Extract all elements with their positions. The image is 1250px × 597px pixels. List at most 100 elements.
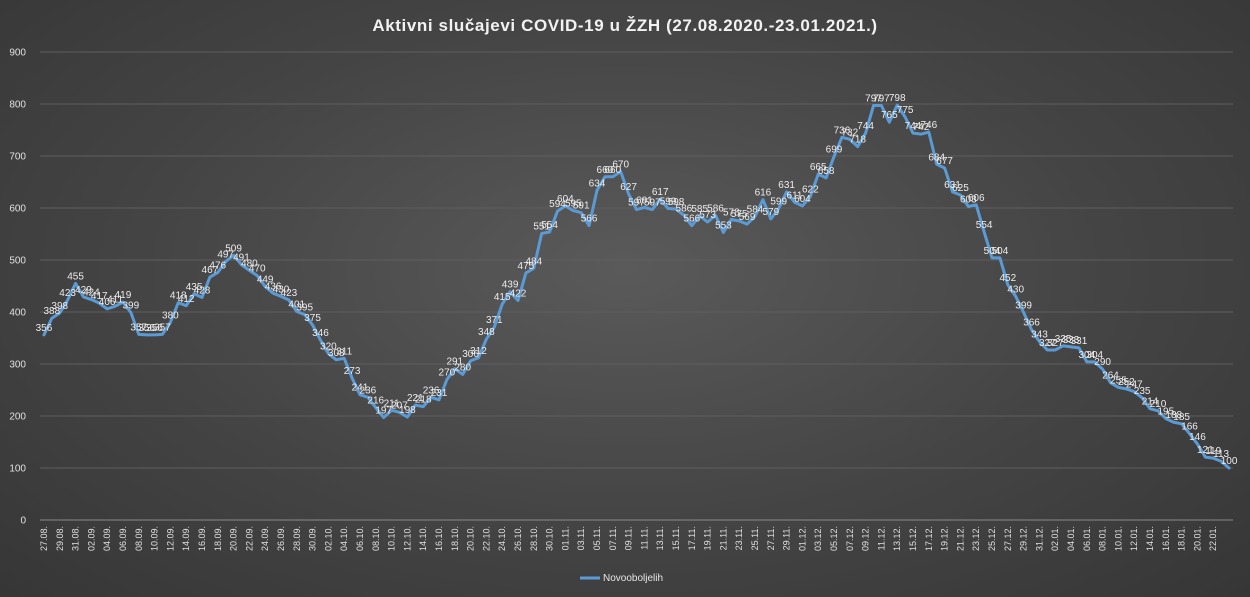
x-tick-label: 26.09. bbox=[276, 526, 286, 551]
data-label: 597 bbox=[628, 198, 645, 209]
data-point bbox=[722, 231, 725, 234]
data-point bbox=[438, 399, 440, 401]
data-point bbox=[280, 295, 282, 298]
data-point bbox=[564, 205, 567, 207]
data-point bbox=[1062, 345, 1064, 347]
data-label: 218 bbox=[415, 395, 432, 406]
data-label: 308 bbox=[328, 348, 345, 359]
data-point bbox=[856, 145, 859, 148]
y-axis: 0 100 200 300 400 500 600 700 800 900 bbox=[9, 48, 26, 527]
data-label: 566 bbox=[683, 214, 700, 225]
data-label: 306 bbox=[462, 349, 479, 360]
data-label: 195 bbox=[1158, 407, 1175, 418]
data-label: 594 bbox=[549, 199, 566, 210]
data-label: 622 bbox=[802, 185, 819, 196]
x-axis: 27.08. 29.08. 31.08. 02.09. 04.09. 06.09. 08.0… bbox=[39, 526, 1218, 551]
data-point bbox=[548, 231, 551, 233]
data-point bbox=[698, 215, 701, 217]
x-tick-label: 29.08. bbox=[55, 526, 65, 551]
data-point bbox=[374, 406, 377, 409]
data-point bbox=[1228, 467, 1230, 469]
data-label: 417 bbox=[91, 291, 108, 302]
data-label: 412 bbox=[178, 294, 195, 305]
x-tick-label: 14.10. bbox=[418, 526, 428, 551]
x-tick-label: 12.09. bbox=[165, 526, 175, 551]
x-tick-label: 28.09. bbox=[292, 526, 302, 551]
data-label: 797 bbox=[873, 94, 890, 105]
data-label: 670 bbox=[612, 160, 629, 171]
data-point bbox=[991, 257, 993, 259]
data-label: 395 bbox=[296, 303, 313, 314]
data-point bbox=[74, 282, 77, 285]
data-label: 255 bbox=[1110, 375, 1127, 386]
data-point bbox=[596, 189, 598, 192]
data-point bbox=[864, 132, 867, 134]
x-tick-label: 20.09. bbox=[229, 526, 239, 551]
data-label: 146 bbox=[1189, 432, 1206, 443]
data-label: 775 bbox=[897, 105, 914, 116]
x-tick-label: 04.10. bbox=[339, 526, 349, 551]
data-label: 467 bbox=[202, 265, 219, 276]
data-label: 484 bbox=[525, 256, 542, 267]
data-point bbox=[888, 121, 891, 123]
data-label: 660 bbox=[604, 165, 621, 176]
x-tick-label: 11.12. bbox=[876, 526, 886, 550]
data-point bbox=[1086, 361, 1088, 363]
data-point bbox=[959, 194, 962, 196]
data-label: 736 bbox=[834, 125, 851, 136]
x-tick-label: 09.12. bbox=[861, 526, 871, 551]
data-point bbox=[777, 207, 780, 210]
data-label: 356 bbox=[138, 323, 155, 334]
data-point bbox=[1038, 340, 1041, 343]
x-tick-label: 14.09. bbox=[181, 526, 191, 551]
data-label: 798 bbox=[889, 93, 906, 104]
data-point bbox=[1188, 432, 1191, 435]
data-label: 742 bbox=[913, 122, 930, 133]
x-tick-label: 02.10. bbox=[323, 526, 333, 551]
data-point bbox=[66, 299, 69, 301]
x-tick-label: 25.12. bbox=[987, 526, 997, 551]
data-point bbox=[580, 211, 582, 214]
data-point bbox=[1149, 407, 1151, 410]
data-label: 573 bbox=[699, 210, 716, 221]
data-point bbox=[1204, 456, 1207, 458]
data-point bbox=[501, 303, 503, 306]
data-label: 732 bbox=[841, 127, 858, 138]
data-point bbox=[967, 205, 970, 208]
data-point bbox=[232, 254, 235, 257]
data-point bbox=[256, 274, 259, 277]
data-point bbox=[1046, 349, 1049, 351]
data-point bbox=[912, 132, 914, 134]
data-label: 744 bbox=[905, 121, 922, 132]
data-point bbox=[461, 373, 464, 376]
data-label: 211 bbox=[384, 398, 400, 409]
data-point bbox=[1220, 460, 1222, 463]
data-label: 658 bbox=[818, 166, 835, 177]
data-label: 264 bbox=[1102, 371, 1119, 382]
data-label: 423 bbox=[59, 288, 76, 299]
x-tick-label: 03.12. bbox=[813, 526, 823, 551]
data-label: 411 bbox=[107, 294, 123, 305]
x-tick-label: 19.12. bbox=[940, 526, 950, 551]
data-label: 207 bbox=[391, 400, 408, 411]
data-label: 357 bbox=[154, 322, 171, 333]
x-tick-label: 05.11. bbox=[592, 526, 602, 550]
data-point bbox=[82, 296, 85, 298]
data-label: 606 bbox=[968, 193, 985, 204]
data-point bbox=[509, 290, 511, 293]
data-labels: 3563883984234554294244174064114193993573… bbox=[36, 93, 1238, 467]
data-point bbox=[335, 359, 338, 361]
x-tick-label: 18.10. bbox=[450, 526, 460, 551]
y-tick-label: 100 bbox=[9, 464, 26, 475]
data-label: 601 bbox=[636, 195, 653, 206]
data-point bbox=[193, 293, 195, 295]
data-label: 449 bbox=[257, 275, 274, 286]
data-point bbox=[351, 377, 353, 379]
data-point bbox=[730, 218, 733, 221]
data-point bbox=[1212, 457, 1215, 459]
data-label: 418 bbox=[170, 291, 187, 302]
data-point bbox=[1165, 417, 1167, 420]
data-point bbox=[493, 326, 496, 328]
data-point bbox=[809, 195, 812, 198]
